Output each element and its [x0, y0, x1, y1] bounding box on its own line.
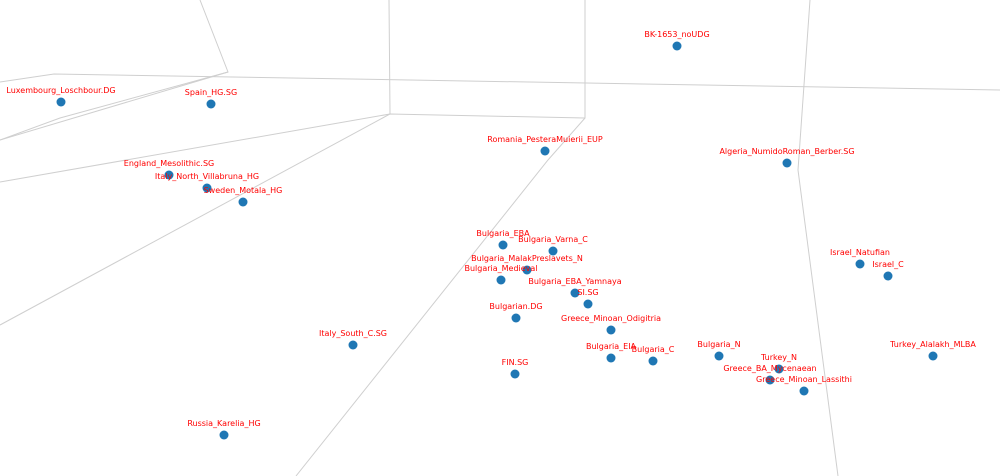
data-point[interactable] — [782, 158, 792, 168]
data-label: Turkey_N — [760, 353, 797, 362]
data-label: FIN.SG — [502, 358, 529, 367]
data-point[interactable] — [164, 170, 174, 180]
data-point[interactable] — [202, 183, 212, 193]
data-label: Israel_C — [872, 260, 904, 269]
data-point[interactable] — [672, 41, 682, 51]
data-point[interactable] — [855, 259, 865, 269]
data-label: Italy_North_Villabruna_HG — [155, 172, 259, 181]
data-point[interactable] — [548, 246, 558, 256]
data-label: Algeria_NumidoRoman_Berber.SG — [719, 147, 854, 156]
grid-line — [0, 0, 391, 326]
data-point[interactable] — [583, 299, 593, 309]
data-point[interactable] — [606, 325, 616, 335]
grid-line — [0, 113, 586, 183]
data-label: Luxembourg_Loschbour.DG — [6, 86, 115, 95]
data-point[interactable] — [648, 356, 658, 366]
data-label: Spain_HG.SG — [185, 88, 237, 97]
data-labels: BK-1653_noUDG Luxembourg_Loschbour.DG Spai… — [6, 30, 976, 428]
data-label: Turkey_Alalakh_MLBA — [889, 340, 976, 349]
data-label: England_Mesolithic.SG — [124, 159, 214, 168]
data-label: Romania_PesteraMuierii_EUP — [487, 135, 603, 144]
data-point[interactable] — [570, 288, 580, 298]
data-point[interactable] — [238, 197, 248, 207]
data-point[interactable] — [765, 375, 775, 385]
data-point[interactable] — [774, 364, 784, 374]
data-point[interactable] — [56, 97, 66, 107]
data-point[interactable] — [714, 351, 724, 361]
grid-line — [0, 0, 229, 141]
data-point[interactable] — [498, 240, 508, 250]
data-label: Bulgaria_EIA — [586, 342, 637, 351]
data-point[interactable] — [348, 340, 358, 350]
data-label: BK-1653_noUDG — [644, 30, 709, 39]
data-label: Bulgaria_C — [632, 345, 675, 354]
data-label: Sweden_Motala_HG — [204, 186, 283, 195]
grid-line — [0, 71, 229, 141]
data-point[interactable] — [799, 386, 809, 396]
data-label: Bulgaria_Varna_C — [518, 235, 588, 244]
grid-line — [295, 0, 586, 476]
data-point[interactable] — [883, 271, 893, 281]
data-point[interactable] — [511, 313, 521, 323]
data-label: Greece_Minoan_Lassithi — [756, 375, 852, 384]
data-label: Bulgaria_EBA — [476, 229, 530, 238]
data-point[interactable] — [219, 430, 229, 440]
data-label: Bulgaria_EBA_Yamnaya — [528, 277, 621, 286]
data-label: Bulgaria_MalakPreslavets_N — [471, 254, 583, 263]
data-point[interactable] — [510, 369, 520, 379]
data-point[interactable] — [522, 265, 532, 275]
data-point[interactable] — [206, 99, 216, 109]
grid-line — [0, 73, 1000, 91]
data-label: Greece_BA_Mycenaean — [723, 364, 816, 373]
data-label: Italy_South_C.SG — [319, 329, 387, 338]
data-label: Russia_Karelia_HG — [187, 419, 260, 428]
grid-line — [797, 0, 839, 476]
data-label: Bulgaria_N — [697, 340, 740, 349]
data-point[interactable] — [606, 353, 616, 363]
data-label: Bulgaria_Medieval — [464, 264, 537, 273]
data-points — [56, 41, 938, 440]
data-point[interactable] — [928, 351, 938, 361]
data-label: SI.SG — [577, 288, 598, 297]
data-label: Bulgarian.DG — [489, 302, 542, 311]
data-point[interactable] — [496, 275, 506, 285]
data-label: Greece_Minoan_Odigitria — [561, 314, 661, 323]
data-point[interactable] — [540, 146, 550, 156]
data-label: Israel_Natufian — [830, 248, 890, 257]
